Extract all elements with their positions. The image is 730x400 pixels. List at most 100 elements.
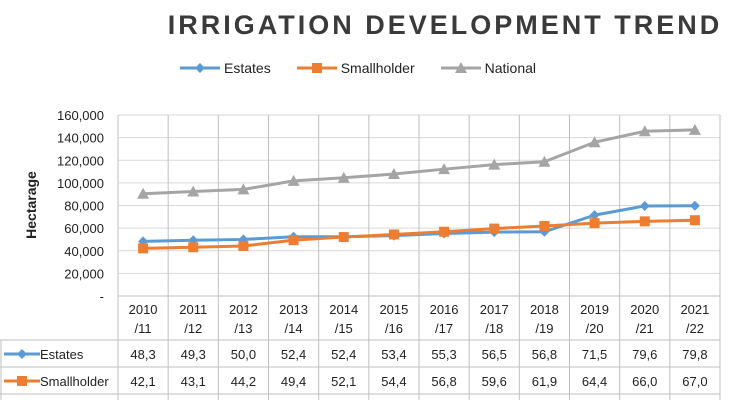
y-tick-label: 120,000 xyxy=(57,153,104,168)
y-tick-label: - xyxy=(100,289,104,304)
x-tick-label-period: /21 xyxy=(636,321,654,336)
data-point-estates xyxy=(639,200,650,211)
table-cell-estates: 52,4 xyxy=(281,347,306,362)
data-point-national xyxy=(137,187,150,199)
table-cell-estates: 79,8 xyxy=(682,347,707,362)
x-tick-label-period: /19 xyxy=(535,321,553,336)
legend-smallholder-marker-icon xyxy=(296,63,337,73)
table-cell-smallholder: 52,1 xyxy=(331,374,356,389)
table-cell-smallholder: 59,6 xyxy=(482,374,507,389)
table-cell-smallholder: 66,0 xyxy=(632,374,657,389)
y-tick-label: 80,000 xyxy=(64,199,104,214)
table-cell-smallholder: 54,4 xyxy=(381,374,406,389)
y-tick-label: 160,000 xyxy=(57,108,104,123)
data-point-national xyxy=(387,168,400,180)
table-cell-smallholder: 67,0 xyxy=(682,374,707,389)
data-point-smallholder xyxy=(589,218,600,229)
table-row-key-icon xyxy=(17,349,27,359)
chart-title: IRRIGATION DEVELOPMENT TREND xyxy=(167,10,723,40)
data-point-smallholder xyxy=(639,216,650,227)
data-point-national xyxy=(438,163,451,175)
table-cell-estates: 48,3 xyxy=(130,347,155,362)
data-point-smallholder xyxy=(338,232,349,243)
y-tick-label: 20,000 xyxy=(64,266,104,281)
y-tick-label: 140,000 xyxy=(57,131,104,146)
x-tick-label-period: /17 xyxy=(435,321,453,336)
x-tick-label-period: /12 xyxy=(184,321,202,336)
x-tick-label-year: 2020 xyxy=(630,302,659,317)
legend-item-smallholder: Smallholder xyxy=(296,60,415,76)
x-tick-label-period: /22 xyxy=(686,321,704,336)
data-point-national xyxy=(187,185,200,197)
data-point-national xyxy=(538,155,551,167)
x-tick-label-period: /20 xyxy=(586,321,604,336)
x-tick-label-year: 2019 xyxy=(580,302,609,317)
table-row-label-estates: Estates xyxy=(40,347,84,362)
table-cell-smallholder: 43,1 xyxy=(181,374,206,389)
data-point-national xyxy=(638,125,651,137)
legend-label-national: National xyxy=(484,60,537,76)
table-cell-estates: 56,5 xyxy=(482,347,507,362)
data-point-national xyxy=(588,136,601,148)
table-cell-smallholder: 49,4 xyxy=(281,374,306,389)
x-tick-label-year: 2014 xyxy=(329,302,358,317)
x-tick-label-year: 2013 xyxy=(279,302,308,317)
table-cell-smallholder: 44,2 xyxy=(231,374,256,389)
series-line-smallholder xyxy=(143,218,695,250)
data-point-national xyxy=(488,158,501,170)
table-cell-smallholder: 61,9 xyxy=(532,374,557,389)
table-cell-estates: 79,6 xyxy=(632,347,657,362)
data-point-smallholder xyxy=(288,235,299,246)
table-cell-estates: 52,4 xyxy=(331,347,356,362)
data-point-smallholder xyxy=(388,229,399,240)
legend-item-national: National xyxy=(440,60,537,76)
data-point-estates xyxy=(589,210,600,221)
table-cell-estates: 56,8 xyxy=(532,347,557,362)
table-cell-estates: 49,3 xyxy=(181,347,206,362)
y-tick-label: 60,000 xyxy=(64,221,104,236)
x-tick-label-year: 2015 xyxy=(379,302,408,317)
data-point-smallholder xyxy=(489,223,500,234)
table-cell-estates: 71,5 xyxy=(582,347,607,362)
data-point-national xyxy=(237,183,250,195)
table-cell-estates: 50,0 xyxy=(231,347,256,362)
x-tick-label-period: /11 xyxy=(135,321,152,336)
table-cell-smallholder: 64,4 xyxy=(582,374,607,389)
legend-estates-marker-icon xyxy=(180,63,220,73)
data-point-smallholder xyxy=(188,242,199,253)
data-point-national xyxy=(337,171,350,183)
data-point-smallholder xyxy=(439,226,450,237)
data-point-smallholder xyxy=(138,243,149,254)
x-tick-label-period: /16 xyxy=(385,321,403,336)
y-axis-label: Hectarage xyxy=(23,171,39,239)
x-tick-label-period: /15 xyxy=(335,321,353,336)
legend-label-estates: Estates xyxy=(224,60,271,76)
table-cell-smallholder: 56,8 xyxy=(431,374,456,389)
x-tick-label-period: /14 xyxy=(285,321,303,336)
x-tick-label-period: /18 xyxy=(485,321,503,336)
x-tick-label-year: 2018 xyxy=(530,302,559,317)
table-row-label-smallholder: Smallholder xyxy=(40,374,109,389)
data-point-estates xyxy=(689,200,700,211)
x-tick-label-year: 2021 xyxy=(680,302,709,317)
series-line-national xyxy=(143,128,695,196)
data-point-smallholder xyxy=(539,220,550,231)
legend-label-smallholder: Smallholder xyxy=(340,60,415,76)
chart-legend: Estates Smallholder National xyxy=(180,60,536,76)
table-cell-estates: 53,4 xyxy=(381,347,406,362)
x-tick-label-period: /13 xyxy=(234,321,252,336)
x-tick-label-year: 2010 xyxy=(129,302,158,317)
y-tick-label: 100,000 xyxy=(57,176,104,191)
x-tick-label-year: 2017 xyxy=(480,302,509,317)
legend-item-estates: Estates xyxy=(180,60,271,76)
y-tick-label: 40,000 xyxy=(64,244,104,259)
table-cell-estates: 55,3 xyxy=(431,347,456,362)
data-point-smallholder xyxy=(689,215,700,226)
x-tick-label-year: 2011 xyxy=(179,302,207,317)
data-point-smallholder xyxy=(238,240,249,251)
data-point-national xyxy=(688,123,701,135)
data-point-national xyxy=(287,174,300,186)
legend-national-marker-icon xyxy=(440,62,481,73)
x-tick-label-year: 2012 xyxy=(229,302,258,317)
